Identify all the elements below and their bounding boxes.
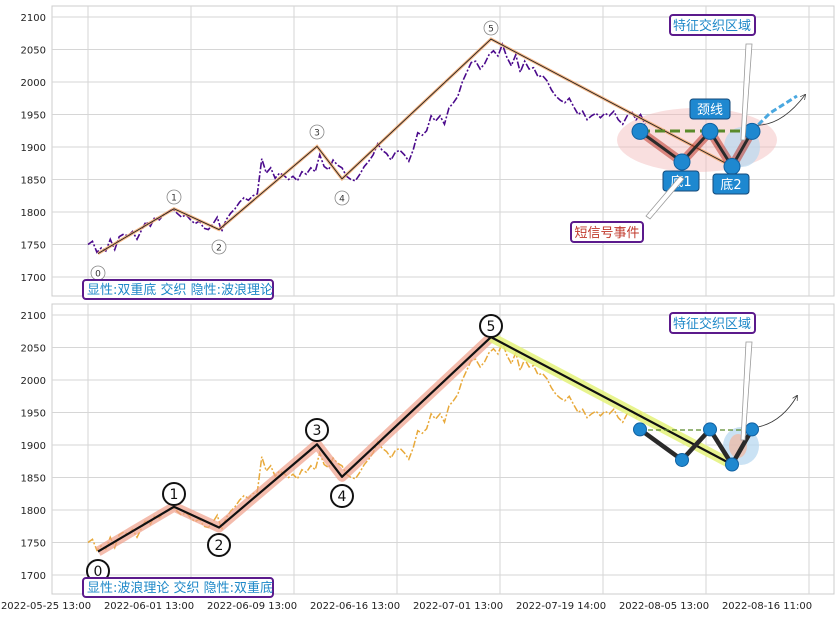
bottom-x-tick-labels: 2022-05-25 13:00 2022-06-01 13:00 2022-06-… [1,601,812,612]
top-y-tick-labels: 1700 1750 1800 1850 1900 1950 2000 2050 2100 [21,13,46,284]
wave-label-circle [211,239,227,255]
event-pointer [645,175,685,220]
neckline-label: 颈线 [697,103,723,118]
wave-label-circle [330,484,354,508]
pattern-node [725,457,739,472]
x-tick-label: 2022-07-01 13:00 [413,601,503,612]
x-tick-label: 2022-06-01 13:00 [104,601,194,612]
pattern-node [701,122,719,140]
wave-label-circle [479,314,503,338]
top-panel: 1700 1750 1800 1850 1900 1950 2000 2050 2100 0 1 2… [21,5,835,300]
wave-label: 2 [216,244,222,254]
top-zone-callout: 特征交织区域 [669,14,756,141]
wave-label-circle [166,189,182,205]
bottom2-label: 底2 [720,177,741,193]
bottom-wave-labels: 0 1 2 3 4 5 [86,314,503,583]
zone-label: 特征交织区域 [673,18,751,34]
breakout-projection [750,94,798,133]
bottom-caption: 显性:波浪理论 交织 隐性:双重底 [82,577,274,598]
wave-label-circle [207,533,231,557]
zone-label-box [669,312,756,334]
pattern-nodes [631,122,761,175]
top-bottom2-callout: 底2 [712,173,750,195]
wave-label: 0 [94,564,103,580]
x-tick-label: 2022-08-05 13:00 [619,601,709,612]
top-caption: 显性:双重底 交织 隐性:波浪理论 [82,279,274,300]
wave-label: 0 [95,270,101,280]
x-tick-label: 2022-06-09 13:00 [207,601,297,612]
top-wave-labels: 0 1 2 3 4 5 [90,20,499,281]
pattern-node [745,422,759,437]
x-tick-label: 2022-05-25 13:00 [1,601,91,612]
top-caption-box [82,279,274,300]
top-neckline-callout: 颈线 [689,98,731,120]
y-tick-label: 1750 [21,539,46,550]
bottom-zone-callout: 特征交织区域 [669,312,756,441]
wave-label-circle [334,190,350,206]
y-tick-label: 1900 [21,441,46,452]
pattern-nodes [633,422,759,472]
top-caption-text: 显性:双重底 交织 隐性:波浪理论 [87,282,273,298]
y-tick-label: 1750 [21,241,46,252]
event-label: 短信号事件 [574,226,639,241]
bottom-y-tick-labels: 1700 1750 1800 1850 1900 1950 2000 2050 2100 [21,311,46,582]
bottom-caption-text: 显性:波浪理论 交织 隐性:双重底 [87,580,273,596]
y-tick-label: 2100 [21,311,46,322]
wave-label: 4 [338,489,347,505]
pattern-node [675,452,689,467]
top-wave-series [97,38,733,254]
y-tick-label: 1800 [21,208,46,219]
x-tick-label: 2022-07-19 14:00 [516,601,606,612]
bottom-double-bottom [633,396,798,472]
top-double-bottom [631,94,805,175]
zone-label-box [669,14,756,36]
wave-label: 5 [488,25,494,35]
x-tick-label: 2022-06-16 13:00 [310,601,400,612]
x-tick-label: 2022-08-16 11:00 [722,601,812,612]
wave-label: 2 [215,538,224,554]
pattern-node [703,422,717,437]
y-tick-label: 2000 [21,78,46,89]
wave-label-circle [305,418,329,442]
wave-label: 1 [170,487,179,503]
pattern-node [723,158,741,175]
wave-label: 5 [487,319,496,335]
y-tick-label: 1850 [21,176,46,187]
bottom-caption-box [82,577,274,598]
y-tick-label: 2050 [21,344,46,355]
wave-label: 4 [339,195,345,205]
zone-label: 特征交织区域 [673,316,751,332]
zone-pointer [740,341,753,441]
y-tick-label: 1950 [21,409,46,420]
pattern-node [633,422,647,437]
top-event-callout: 短信号事件 [570,175,685,243]
bottom2-label-box [712,173,750,195]
y-tick-label: 1850 [21,474,46,485]
y-tick-label: 2050 [21,46,46,57]
y-tick-label: 2100 [21,13,46,24]
zone-pointer [740,43,753,141]
y-tick-label: 1700 [21,571,46,582]
event-label-box [570,221,644,243]
pattern-node [631,122,649,140]
y-tick-label: 2000 [21,376,46,387]
wave-label-circle [162,482,186,506]
wave-label-circle [309,124,325,140]
y-tick-label: 1950 [21,111,46,122]
wave-label: 3 [314,129,320,139]
wave-label: 3 [313,423,322,439]
pattern-node [673,153,691,171]
y-tick-label: 1900 [21,143,46,154]
top-price-series [87,41,646,254]
wave-label-circle [483,20,499,36]
wave-label: 1 [171,194,177,204]
y-tick-label: 1800 [21,506,46,517]
y-tick-label: 1700 [21,273,46,284]
neckline-label-box [689,98,731,120]
